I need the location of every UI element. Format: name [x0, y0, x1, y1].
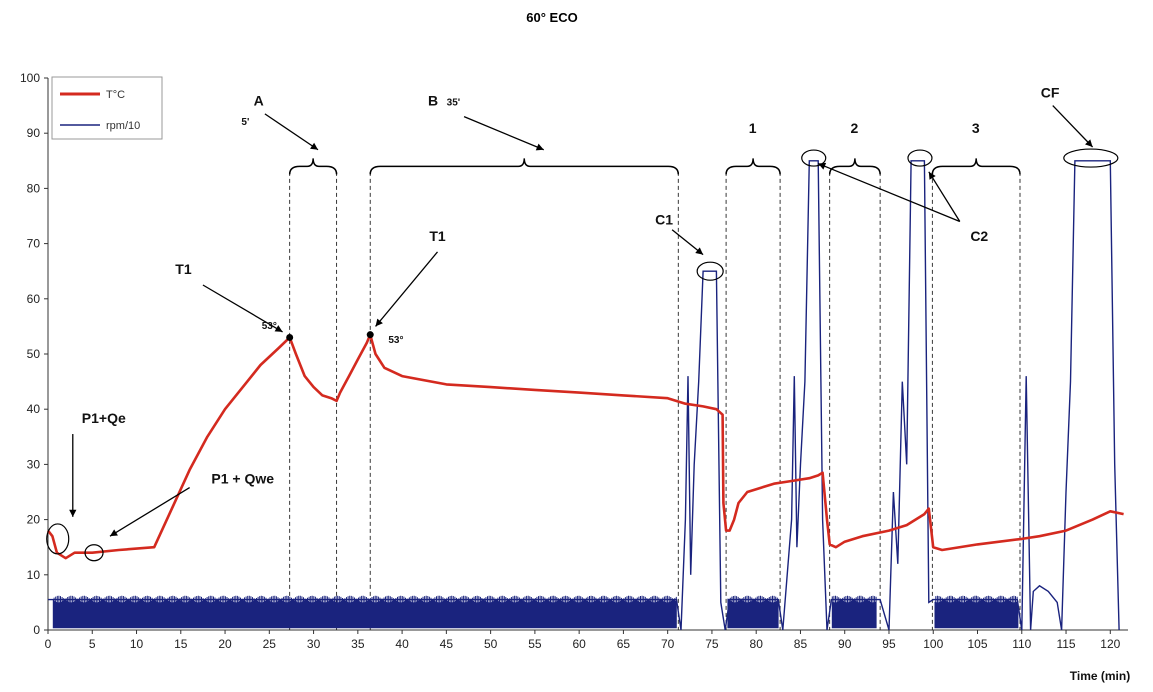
- x-tick-label: 70: [661, 637, 675, 651]
- x-tick-label: 5: [89, 637, 96, 651]
- arrow-P1-Qe: [69, 434, 77, 517]
- x-tick-label: 120: [1100, 637, 1120, 651]
- x-axis-label: Time (min): [1070, 669, 1130, 683]
- x-tick-label: 20: [218, 637, 232, 651]
- annotation-B-duration: 35': [447, 98, 461, 109]
- y-tick-label: 60: [27, 292, 41, 306]
- x-tick-label: 100: [923, 637, 943, 651]
- annotation-T1-first: T1: [175, 261, 192, 277]
- temperature-series: [46, 331, 1124, 560]
- y-tick-label: 40: [27, 402, 41, 416]
- x-tick-label: 50: [484, 637, 498, 651]
- x-tick-label: 60: [572, 637, 586, 651]
- y-tick-label: 80: [27, 181, 41, 195]
- y-tick-label: 70: [27, 237, 41, 251]
- y-tick-label: 100: [20, 71, 40, 85]
- annotation-temp-second: 53°: [388, 335, 403, 346]
- circle-P1-Qwe: [84, 544, 104, 562]
- annotation-T1-second: T1: [429, 228, 446, 244]
- rpm-agitation-band: [52, 595, 677, 629]
- x-tick-label: 15: [174, 637, 188, 651]
- circle-C2-first: [801, 149, 827, 167]
- annotation-CF: CF: [1041, 84, 1060, 100]
- rpm-series: [48, 160, 1120, 631]
- annotation-B: B: [428, 93, 438, 109]
- x-tick-label: 0: [45, 637, 52, 651]
- x-tick-label: 75: [705, 637, 719, 651]
- x-tick-label: 55: [528, 637, 542, 651]
- x-tick-label: 45: [440, 637, 454, 651]
- x-tick-label: 80: [750, 637, 764, 651]
- y-tick-label: 0: [33, 623, 40, 637]
- brace-B: [369, 158, 680, 175]
- arrow-B: [463, 116, 544, 151]
- x-tick-label: 90: [838, 637, 852, 651]
- x-tick-label: 30: [307, 637, 321, 651]
- annotation-C1: C1: [655, 211, 673, 227]
- x-tick-label: 25: [263, 637, 277, 651]
- annotation-A-duration: 5': [241, 117, 249, 128]
- y-tick-label: 20: [27, 513, 41, 527]
- brace-phase-2: [828, 158, 881, 175]
- arrow-A: [264, 113, 319, 151]
- annotation-C2: C2: [970, 228, 988, 244]
- annotation-phase-1: 1: [749, 120, 757, 136]
- legend-box: [51, 76, 163, 140]
- arrow-T1-second: [375, 251, 439, 327]
- axes: 0 10 20 30 40 50 60 70 80 90 100 0 5 10 15 20 25 30 35 40 45…: [20, 71, 1128, 651]
- x-tick-label: 65: [617, 637, 631, 651]
- x-tick-label: 115: [1056, 637, 1075, 651]
- arrow-C1: [671, 229, 704, 256]
- temperature-line: [46, 333, 1124, 560]
- x-tick-label: 40: [395, 637, 409, 651]
- rpm-line: [48, 160, 1120, 631]
- temperature-peak-point: [286, 333, 294, 341]
- temperature-peak-point: [366, 331, 374, 339]
- circle-C2-second: [907, 149, 933, 167]
- phase-boundary-lines: [289, 171, 1021, 630]
- x-tick-label: 10: [130, 637, 144, 651]
- x-tick-label: 110: [1012, 637, 1031, 651]
- annotation-temp-first: 53°: [262, 321, 277, 332]
- y-tick-label: 30: [27, 457, 41, 471]
- rpm-agitation-band: [934, 595, 1019, 629]
- annotation-P1-Qwe: P1 + Qwe: [211, 471, 274, 487]
- x-tick-label: 105: [967, 637, 987, 651]
- annotations: A 5' B 35' 1 2 3 CF C1 C2 T1 53° T1 53° P1+Qe P1 + Qwe: [46, 84, 1119, 562]
- x-tick-label: 35: [351, 637, 365, 651]
- rpm-agitation-band: [831, 595, 877, 629]
- annotation-phase-3: 3: [972, 120, 980, 136]
- x-tick-label: 85: [794, 637, 808, 651]
- circle-CF: [1063, 148, 1119, 168]
- brace-phase-1: [725, 158, 781, 175]
- arrow-CF: [1052, 105, 1094, 148]
- circle-P1-Qe: [46, 523, 70, 555]
- rpm-agitation-band: [727, 595, 779, 629]
- arrow-P1-Qwe: [109, 487, 190, 537]
- y-tick-label: 10: [27, 568, 41, 582]
- circle-C1: [696, 261, 724, 281]
- x-tick-label: 95: [882, 637, 896, 651]
- arrow-T1-first: [202, 284, 283, 333]
- arrow-C2-first: [817, 162, 961, 223]
- y-tick-label: 90: [27, 126, 41, 140]
- annotation-A: A: [254, 93, 264, 109]
- annotation-P1-Qe: P1+Qe: [82, 410, 126, 426]
- chart-title: 60° ECO: [526, 10, 577, 25]
- brace-A: [288, 158, 338, 175]
- y-tick-label: 50: [27, 347, 41, 361]
- legend-label-temperature: T°C: [106, 89, 125, 101]
- annotation-phase-2: 2: [851, 120, 859, 136]
- arrow-C2-second: [928, 171, 961, 222]
- legend-label-rpm: rpm/10: [106, 120, 140, 132]
- brace-phase-3: [931, 158, 1021, 175]
- legend: T°C rpm/10: [51, 76, 163, 140]
